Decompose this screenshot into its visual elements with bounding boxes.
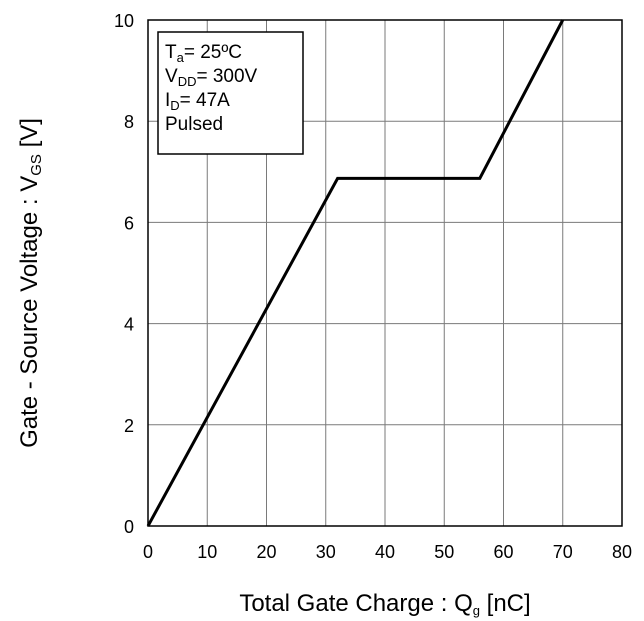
x-tick-label: 70 bbox=[553, 542, 573, 562]
x-tick-label: 0 bbox=[143, 542, 153, 562]
condition-line: VDD= 300V bbox=[165, 66, 258, 89]
condition-value: = 25ºC bbox=[184, 42, 242, 63]
y-tick-label: 10 bbox=[114, 11, 134, 31]
x-tick-label: 50 bbox=[434, 542, 454, 562]
x-axis-title-main: Total Gate Charge : Q bbox=[239, 590, 472, 617]
x-tick-label: 10 bbox=[197, 542, 217, 562]
x-tick-label: 80 bbox=[612, 542, 632, 562]
condition-symbol: I bbox=[165, 90, 170, 111]
condition-symbol: V bbox=[165, 66, 178, 87]
x-tick-label: 30 bbox=[316, 542, 336, 562]
y-tick-label: 6 bbox=[124, 213, 134, 233]
condition-line: ID= 47A bbox=[165, 90, 230, 113]
y-tick-label: 4 bbox=[124, 315, 134, 335]
y-tick-labels: 0 2 4 6 8 10 bbox=[114, 11, 134, 537]
condition-symbol: Pulsed bbox=[165, 114, 223, 135]
x-tick-label: 40 bbox=[375, 542, 395, 562]
plot-frame bbox=[147, 19, 623, 527]
x-tick-label: 20 bbox=[256, 542, 276, 562]
condition-subscript: a bbox=[177, 50, 185, 65]
condition-line: Pulsed bbox=[165, 114, 223, 135]
y-tick-label: 2 bbox=[124, 416, 134, 436]
x-axis-title-sub: g bbox=[473, 603, 480, 618]
y-axis-title-main: Gate - Source Voltage : V bbox=[16, 176, 43, 448]
condition-symbol: T bbox=[165, 42, 177, 63]
x-tick-label: 60 bbox=[493, 542, 513, 562]
condition-value: = 300V bbox=[196, 66, 257, 87]
y-tick-label: 8 bbox=[124, 112, 134, 132]
x-axis-title: Total Gate Charge : Qg [nC] bbox=[239, 590, 530, 618]
conditions-box-frame bbox=[157, 31, 304, 155]
y-axis-title-sub: GS bbox=[28, 154, 45, 176]
y-tick-label: 0 bbox=[124, 517, 134, 537]
y-axis-title-unit: [V] bbox=[16, 118, 43, 154]
condition-subscript: DD bbox=[178, 74, 197, 89]
x-tick-labels: 0 10 20 30 40 50 60 70 80 bbox=[143, 542, 632, 562]
condition-subscript: D bbox=[170, 98, 179, 113]
condition-line: Ta= 25ºC bbox=[165, 42, 242, 65]
series-line bbox=[146, 19, 565, 527]
series-group bbox=[146, 19, 565, 527]
grid-lines bbox=[147, 19, 623, 527]
y-axis-title: Gate - Source Voltage : VGS [V] bbox=[16, 118, 45, 448]
x-axis-title-unit: [nC] bbox=[480, 590, 531, 617]
condition-value: = 47A bbox=[180, 90, 231, 111]
